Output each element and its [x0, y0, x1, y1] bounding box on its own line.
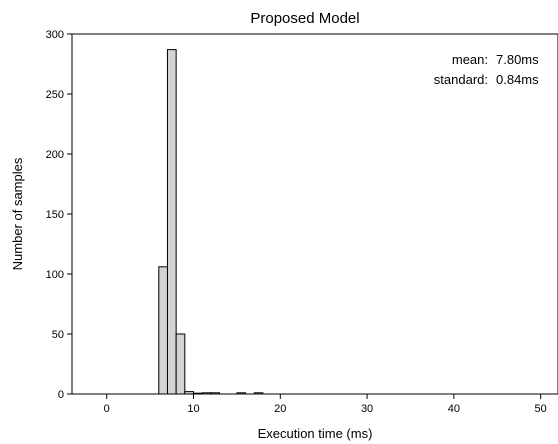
mean-value: 7.80ms — [496, 52, 539, 67]
y-tick-label: 200 — [46, 149, 64, 161]
y-tick-label: 0 — [58, 389, 64, 401]
x-axis: 0 10 20 30 40 50 — [104, 394, 547, 415]
x-tick-label: 50 — [535, 403, 547, 415]
x-tick-label: 20 — [274, 403, 286, 415]
y-tick-label: 250 — [46, 89, 64, 101]
histogram-bar-0 — [158, 266, 168, 395]
plot-frame — [71, 33, 558, 395]
y-axis-label: Number of samples — [10, 157, 25, 270]
y-tick-label: 150 — [46, 209, 64, 221]
histogram-bar-2 — [175, 333, 186, 395]
x-tick-label: 0 — [104, 403, 110, 415]
x-tick-label: 30 — [361, 403, 373, 415]
std-value: 0.84ms — [496, 72, 539, 87]
histogram-bar-1 — [166, 49, 177, 395]
bars-group — [158, 49, 264, 395]
std-label: standard: — [434, 72, 488, 87]
y-tick-label: 300 — [46, 29, 64, 41]
mean-label: mean: — [452, 52, 488, 67]
y-tick-label: 100 — [46, 269, 64, 281]
x-axis-label: Execution time (ms) — [258, 426, 373, 441]
x-tick-label: 40 — [448, 403, 460, 415]
y-axis: 0 50 100 150 200 250 300 — [46, 29, 72, 401]
stats-annotation: mean: 7.80ms standard: 0.84ms — [434, 52, 539, 87]
y-tick-label: 50 — [52, 329, 64, 341]
x-tick-label: 10 — [187, 403, 199, 415]
chart-title: Proposed Model — [250, 10, 359, 27]
